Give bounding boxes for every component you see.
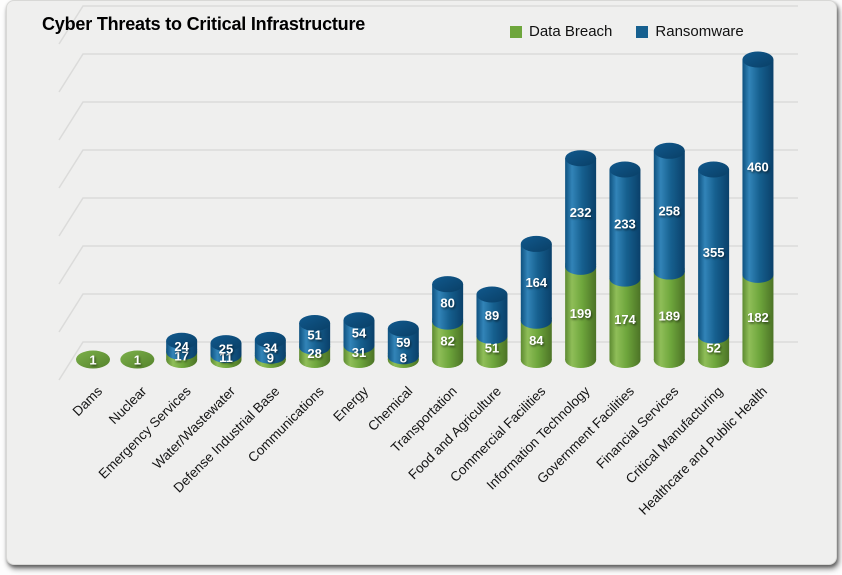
legend-swatch-data-breach <box>510 25 522 38</box>
value-label-data-breach: 8 <box>400 351 407 366</box>
value-label-ransomware: 25 <box>219 342 233 357</box>
gridline <box>58 53 798 93</box>
bars <box>76 51 774 369</box>
cylinder-bar-healthcare-and-public-health <box>742 51 774 368</box>
legend-label-ransomware: Ransomware <box>655 23 744 40</box>
value-label-ransomware: 164 <box>525 275 547 290</box>
value-label-ransomware: 89 <box>485 308 499 323</box>
category-label-financial-services: Financial Services <box>593 383 681 471</box>
cylinder-bar-communications <box>299 315 331 368</box>
gridline <box>58 5 798 45</box>
cylinder-bar-dams <box>76 350 110 369</box>
legend-label-data-breach: Data Breach <box>529 23 613 40</box>
value-label-data-breach: 174 <box>614 312 636 327</box>
value-label-ransomware: 59 <box>396 335 410 350</box>
value-label-data-breach: 17 <box>174 349 188 364</box>
category-label-energy: Energy <box>330 383 371 424</box>
value-label-data-breach: 9 <box>267 350 274 365</box>
gridline <box>58 245 798 285</box>
value-label-ransomware: 233 <box>614 217 636 232</box>
value-label-ransomware: 80 <box>440 295 454 310</box>
value-label-ransomware: 258 <box>658 204 680 219</box>
value-label-ransomware: 355 <box>703 245 725 260</box>
value-label-data-breach: 52 <box>706 340 720 355</box>
gridline <box>58 341 798 381</box>
category-label-water-wastewater: Water/Wastewater <box>150 383 239 472</box>
cylinder-bar-defense-industrial-base <box>254 331 286 368</box>
cylinder-bar-government-facilities <box>609 161 641 368</box>
cylinder-bar-information-technology <box>565 150 597 368</box>
value-label-data-breach: 84 <box>529 333 544 348</box>
cylinder-bar-critical-manufacturing <box>698 161 730 368</box>
value-label-ransomware: 34 <box>263 340 278 355</box>
value-label-data-breach: 82 <box>440 333 454 348</box>
legend-swatch-ransomware <box>636 25 649 38</box>
value-label-data-breach: 1 <box>134 352 141 367</box>
cylinder-bar-financial-services <box>653 142 685 368</box>
cylinder-bar-chemical <box>387 320 419 368</box>
value-label-data-breach: 199 <box>570 306 592 321</box>
legend-item-data-breach: Data Breach <box>510 23 612 40</box>
category-label-communications: Communications <box>245 383 327 465</box>
value-label-data-breach: 11 <box>219 350 233 365</box>
gridline <box>58 293 798 333</box>
value-label-data-breach: 189 <box>658 308 680 323</box>
cylinder-bar-transportation <box>432 276 464 368</box>
value-label-ransomware: 460 <box>747 160 769 175</box>
category-label-nuclear: Nuclear <box>106 383 150 427</box>
chart-title: Cyber Threats to Critical Infrastructure <box>42 14 366 34</box>
value-label-ransomware: 24 <box>174 339 189 354</box>
cylinder-bar-commercial-facilities <box>520 235 552 368</box>
value-label-ransomware: 54 <box>352 325 367 340</box>
value-label-data-breach: 182 <box>747 310 769 325</box>
legend-item-ransomware: Ransomware <box>636 23 744 40</box>
cylinder-bar-energy <box>343 312 375 368</box>
value-label-data-breach: 31 <box>352 345 366 360</box>
chart-legend: Data Breach Ransomware <box>510 23 744 40</box>
gridline <box>58 197 798 237</box>
gridline <box>58 149 798 189</box>
cylinder-bar-water-wastewater <box>210 335 242 368</box>
value-label-data-breach: 1 <box>89 352 96 367</box>
gridlines <box>58 5 798 381</box>
cylinder-bar-food-and-agriculture <box>476 286 508 368</box>
cylinder-bar-nuclear <box>120 350 155 369</box>
value-label-ransomware: 51 <box>307 327 321 342</box>
category-label-dams: Dams <box>70 383 106 419</box>
cylinder-bar-emergency-services <box>166 332 198 368</box>
value-label-data-breach: 51 <box>485 341 499 356</box>
gridline <box>58 101 798 141</box>
value-label-data-breach: 28 <box>307 346 321 361</box>
value-label-ransomware: 232 <box>570 205 592 220</box>
